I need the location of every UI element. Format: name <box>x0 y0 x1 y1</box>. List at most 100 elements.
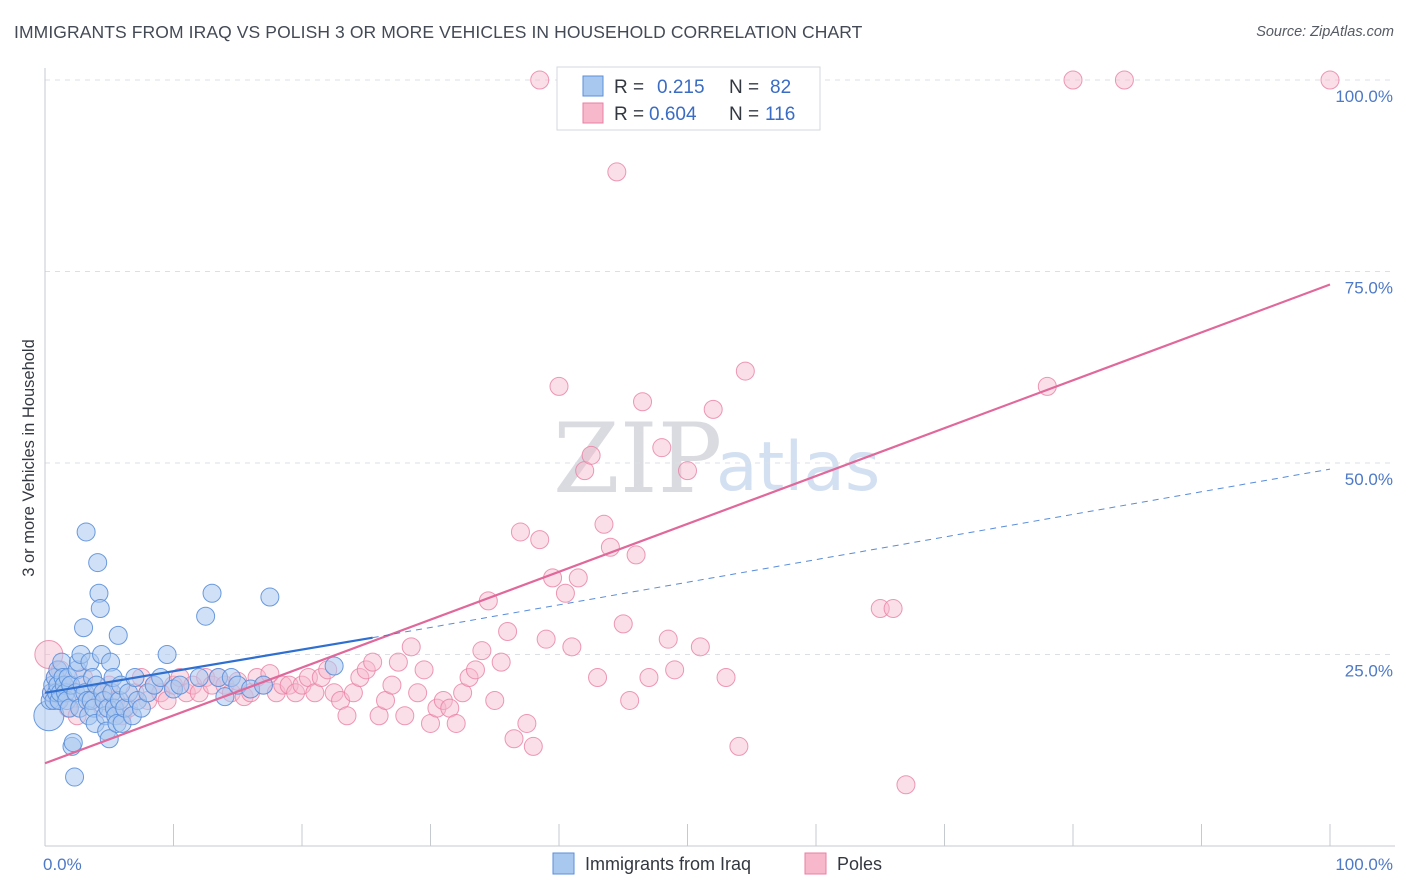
iraq-point <box>65 767 85 787</box>
iraq-point <box>74 618 94 638</box>
poles-point <box>594 514 614 534</box>
bottom-legend-swatch-poles <box>804 852 827 875</box>
iraq-point <box>324 656 344 676</box>
y-tick-label: 25.0% <box>1345 662 1393 681</box>
poles-point <box>498 622 518 642</box>
iraq-trend-line <box>44 636 373 694</box>
bottom-legend-label-poles: Poles <box>837 854 882 874</box>
poles-point <box>504 729 524 749</box>
iraq-point <box>202 583 222 603</box>
poles-point <box>633 392 653 412</box>
legend-r-value-iraq: 0.215 <box>657 77 705 98</box>
poles-point <box>613 614 633 634</box>
source-credit: Source: ZipAtlas.com <box>1256 24 1394 40</box>
chart-title: IMMIGRANTS FROM IRAQ VS POLISH 3 OR MORE… <box>14 22 863 42</box>
legend-n-value-iraq: 82 <box>770 77 791 98</box>
legend-n-value-poles: 116 <box>765 104 795 125</box>
poles-point <box>414 660 434 680</box>
poles-point <box>388 652 408 672</box>
poles-point <box>703 399 723 419</box>
gridlines <box>45 79 1395 655</box>
poles-point <box>690 637 710 657</box>
poles-point <box>665 660 685 680</box>
poles-point <box>510 522 530 542</box>
poles-point <box>530 70 550 90</box>
legend-r-label-poles: R = <box>614 104 644 125</box>
iraq-point <box>90 599 110 619</box>
legend-r-label-iraq: R = <box>614 77 644 98</box>
x-tick-label-max: 100.0% <box>1335 855 1393 874</box>
legend-swatch-iraq <box>582 75 604 97</box>
poles-point <box>883 599 903 619</box>
poles-point <box>626 545 646 565</box>
legend-swatch-poles <box>582 102 604 124</box>
series-legend: Immigrants from Iraq Poles <box>552 852 882 875</box>
iraq-point <box>63 733 83 753</box>
poles-point <box>549 376 569 396</box>
bottom-legend-label-iraq: Immigrants from Iraq <box>585 854 751 874</box>
iraq-point <box>189 667 209 687</box>
legend-n-label-iraq: N = <box>729 77 759 98</box>
poles-point <box>729 736 749 756</box>
poles-point <box>716 667 736 687</box>
poles-point <box>652 438 672 458</box>
watermark-zip: ZIP <box>553 403 722 515</box>
legend-n-label-poles: N = <box>729 104 759 125</box>
poles-point <box>1114 70 1134 90</box>
iraq-point <box>260 587 280 607</box>
poles-point <box>395 706 415 726</box>
poles-point <box>568 568 588 588</box>
poles-point <box>536 629 556 649</box>
poles-point <box>311 667 331 687</box>
poles-point <box>433 690 453 710</box>
poles-point <box>485 690 505 710</box>
x-tick-label-min: 0.0% <box>43 855 82 874</box>
poles-point <box>465 660 485 680</box>
poles-point <box>1320 70 1340 90</box>
poles-point <box>472 641 492 661</box>
poles-point <box>562 637 582 657</box>
iraq-point <box>108 625 128 645</box>
correlation-legend: R = 0.215 N = 82 R = 0.604 N = 116 <box>556 66 821 131</box>
poles-point <box>678 461 697 481</box>
poles-point <box>363 652 383 672</box>
y-tick-label: 75.0% <box>1345 279 1393 298</box>
poles-point <box>401 637 421 657</box>
bottom-legend-swatch-iraq <box>552 852 575 875</box>
poles-point <box>356 660 376 680</box>
iraq-point <box>88 553 108 573</box>
poles-point <box>517 713 537 733</box>
iraq-point <box>170 675 190 695</box>
poles-point <box>581 445 601 465</box>
y-tick-label: 100.0% <box>1335 87 1393 106</box>
poles-point <box>286 683 306 703</box>
poles-point <box>1063 70 1083 90</box>
legend-r-value-poles: 0.604 <box>649 104 697 125</box>
y-axis-label: 3 or more Vehicles in Household <box>20 339 38 577</box>
poles-point <box>896 775 916 795</box>
poles-point <box>408 683 428 703</box>
watermark-atlas: atlas <box>716 428 880 507</box>
poles-point <box>523 736 543 756</box>
poles-point <box>607 162 627 182</box>
trend-lines <box>44 283 1331 765</box>
poles-trend-line <box>44 283 1331 765</box>
poles-point <box>639 667 659 687</box>
poles-point <box>588 667 608 687</box>
poles-point <box>620 690 640 710</box>
poles-point <box>658 629 678 649</box>
poles-point <box>324 683 344 703</box>
poles-point <box>735 361 755 381</box>
iraq-point <box>196 606 216 626</box>
poles-point <box>446 713 466 733</box>
iraq-trend-extension <box>372 468 1331 639</box>
iraq-point <box>157 645 177 664</box>
axis-ticks: 25.0% 50.0% 75.0% 100.0% <box>173 87 1393 846</box>
poles-point <box>555 583 575 603</box>
poles-point <box>350 667 370 687</box>
poles-point <box>530 530 550 550</box>
y-tick-label: 50.0% <box>1345 470 1393 489</box>
poles-point <box>459 667 479 687</box>
poles-point <box>337 706 357 726</box>
